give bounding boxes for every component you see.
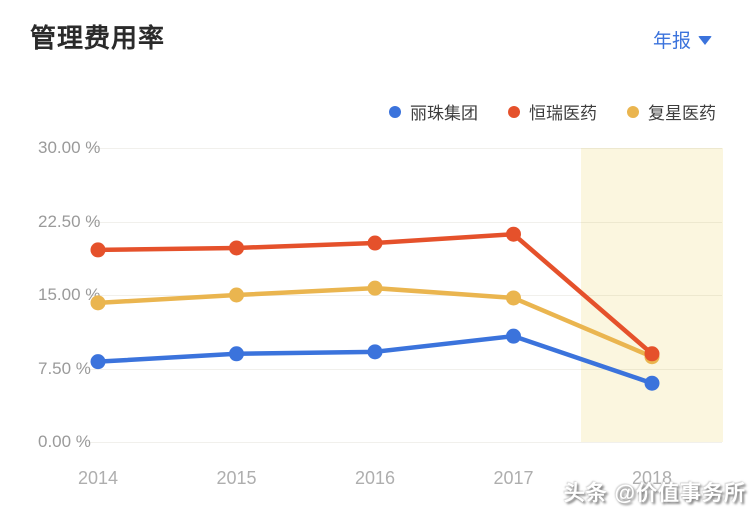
chart-legend: 丽珠集团 恒瑞医药 复星医药 <box>389 99 716 124</box>
data-point-恒瑞医药-2017[interactable] <box>506 226 521 242</box>
period-selector-label: 年报 <box>652 31 691 52</box>
y-axis-tick-label: 22.50 % <box>38 211 101 231</box>
y-axis-tick-label: 15.00 % <box>38 285 101 304</box>
data-point-丽珠集团-2015[interactable] <box>229 346 244 362</box>
series-line-丽珠集团 <box>95 333 655 386</box>
gridline <box>88 221 722 223</box>
highlight-band-2018 <box>581 148 723 442</box>
gridline <box>88 295 722 296</box>
gridline <box>88 442 722 443</box>
y-axis-tick-label: 7.50 % <box>38 358 91 378</box>
data-point-复星医药-2015[interactable] <box>229 287 244 303</box>
data-point-丽珠集团-2018[interactable] <box>644 375 660 391</box>
data-point-恒瑞医药-2014[interactable] <box>90 242 106 258</box>
data-point-丽珠集团-2016[interactable] <box>367 344 383 360</box>
data-point-恒瑞医药-2016[interactable] <box>367 235 383 251</box>
gridline <box>88 368 722 370</box>
legend-label: 丽珠集团 <box>410 104 478 123</box>
chevron-down-icon <box>698 36 712 45</box>
legend-label: 复星医药 <box>648 104 716 123</box>
x-axis-tick-label-2015: 2015 <box>216 468 257 488</box>
gridline <box>88 148 722 149</box>
legend-item-丽珠集团[interactable]: 丽珠集团 <box>389 99 478 124</box>
period-selector-dropdown[interactable]: 年报 <box>653 26 712 53</box>
page-title: 管理费用率 <box>30 23 166 53</box>
data-point-丽珠集团-2017[interactable] <box>506 328 521 344</box>
data-point-复星医药-2017[interactable] <box>506 290 521 306</box>
x-axis-tick-label-2017: 2017 <box>493 468 534 488</box>
legend-dot-icon <box>508 105 520 118</box>
data-point-丽珠集团-2014[interactable] <box>90 354 106 370</box>
data-point-恒瑞医药-2015[interactable] <box>229 240 244 256</box>
legend-dot-icon <box>389 105 401 118</box>
data-point-恒瑞医药-2018[interactable] <box>644 346 660 362</box>
watermark: 头条 @价值事务所 <box>563 482 746 505</box>
legend-label: 恒瑞医药 <box>529 104 597 123</box>
legend-item-恒瑞医药[interactable]: 恒瑞医药 <box>508 99 597 124</box>
x-axis-tick-label-2018: 2018 <box>631 468 673 488</box>
y-axis-tick-label: 0.00 % <box>38 432 91 451</box>
data-point-复星医药-2016[interactable] <box>367 280 383 296</box>
legend-item-复星医药[interactable]: 复星医药 <box>627 99 716 124</box>
x-axis-tick-label-2016: 2016 <box>354 468 396 488</box>
data-point-复星医药-2014[interactable] <box>90 295 106 311</box>
legend-dot-icon <box>627 105 639 118</box>
x-axis-tick-label-2014: 2014 <box>77 468 119 488</box>
y-axis-tick-label: 30.00 % <box>38 138 101 157</box>
